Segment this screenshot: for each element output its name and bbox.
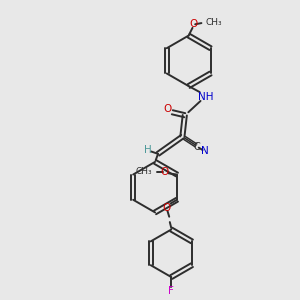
Text: O: O — [163, 203, 171, 213]
Text: O: O — [160, 167, 169, 176]
Text: H: H — [144, 145, 152, 155]
Text: N: N — [201, 146, 208, 156]
Text: C: C — [193, 142, 200, 152]
Text: NH: NH — [198, 92, 213, 102]
Text: O: O — [189, 19, 197, 29]
Text: F: F — [168, 286, 174, 296]
Text: O: O — [164, 104, 172, 114]
Text: CH₃: CH₃ — [136, 167, 153, 176]
Text: CH₃: CH₃ — [206, 18, 222, 27]
